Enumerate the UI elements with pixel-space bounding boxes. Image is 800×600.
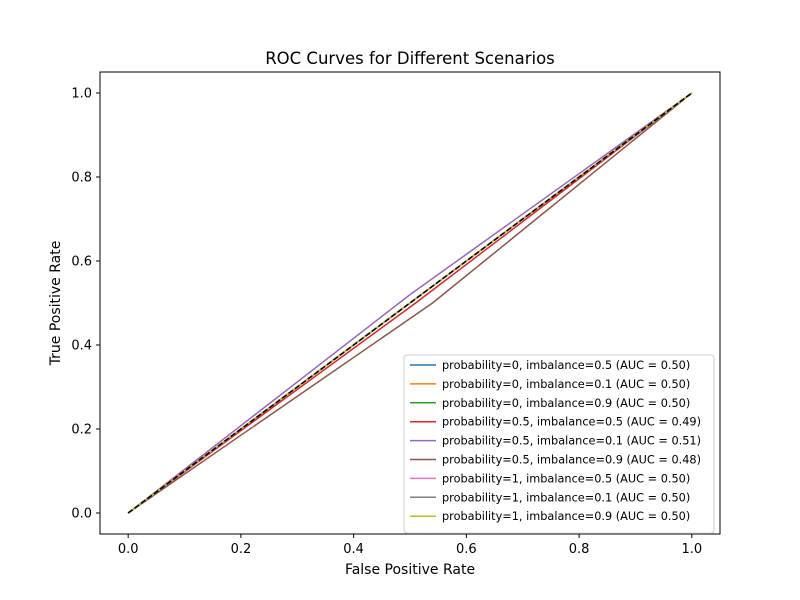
axes: 0.0 0.2 0.4 0.6 0.8 1.0 0.0 0.2 0.4 0.6 0.8 1.0 xyxy=(71,71,721,557)
x-tick-label: 0.4 xyxy=(343,542,364,557)
x-axis-label: False Positive Rate xyxy=(345,562,475,578)
axes-frame xyxy=(99,71,721,535)
legend-label-3: probability=0, imbalance=0.9 (AUC = 0.50… xyxy=(442,397,690,410)
x-tick-label: 0.0 xyxy=(118,542,139,557)
y-tick-label: 0.0 xyxy=(71,507,92,522)
legend-label-1: probability=0, imbalance=0.5 (AUC = 0.50… xyxy=(442,359,690,372)
legend-box xyxy=(403,354,715,534)
plot-area xyxy=(127,92,693,514)
y-tick-label: 1.0 xyxy=(71,87,92,102)
x-tick-label: 0.8 xyxy=(569,542,590,557)
legend-label-6: probability=0.5, imbalance=0.9 (AUC = 0.… xyxy=(442,454,701,467)
legend-label-8: probability=1, imbalance=0.1 (AUC = 0.50… xyxy=(442,491,690,504)
x-tick-label: 0.2 xyxy=(231,542,252,557)
chart-title: ROC Curves for Different Scenarios xyxy=(265,49,555,68)
y-axis-label: True Positive Rate xyxy=(48,241,64,367)
series-line-6 xyxy=(127,92,693,514)
legend-label-5: probability=0.5, imbalance=0.1 (AUC = 0.… xyxy=(442,435,701,448)
reference-diagonal-line xyxy=(127,92,693,514)
legend-label-4: probability=0.5, imbalance=0.5 (AUC = 0.… xyxy=(442,416,701,429)
y-tick-label: 0.6 xyxy=(71,255,92,270)
x-tick-label: 0.6 xyxy=(456,542,477,557)
series-line-5 xyxy=(127,92,693,514)
y-tick-label: 0.4 xyxy=(71,339,92,354)
legend-label-7: probability=1, imbalance=0.5 (AUC = 0.50… xyxy=(442,472,690,485)
y-tick-label: 0.8 xyxy=(71,171,92,186)
series-line-4 xyxy=(127,92,693,514)
legend: probability=0, imbalance=0.5 (AUC = 0.50… xyxy=(403,354,715,534)
y-tick-label: 0.2 xyxy=(71,423,92,438)
legend-label-2: probability=0, imbalance=0.1 (AUC = 0.50… xyxy=(442,378,690,391)
x-tick-label: 1.0 xyxy=(681,542,702,557)
legend-label-9: probability=1, imbalance=0.9 (AUC = 0.50… xyxy=(442,510,690,523)
